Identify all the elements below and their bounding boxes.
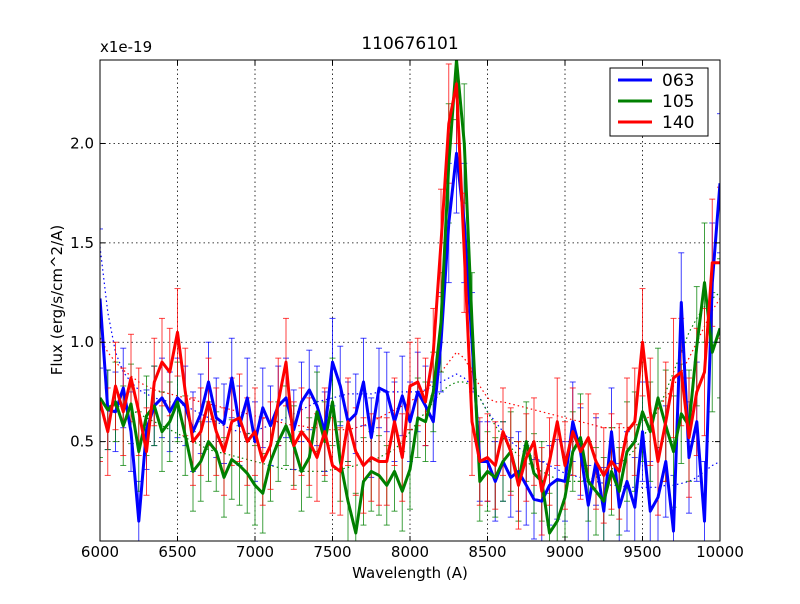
legend-label-063: 063 <box>662 71 694 91</box>
y-axis-label: Flux (erg/s/cm^2/A) <box>48 225 66 376</box>
x-tick-label: 10000 <box>696 543 744 561</box>
y-tick-label: 2.0 <box>70 134 94 152</box>
plot-frame <box>99 59 721 542</box>
x-axis-label: Wavelength (A) <box>352 564 468 582</box>
chart-title: 110676101 <box>361 34 458 54</box>
x-tick-label: 9000 <box>546 543 584 561</box>
series-line-105 <box>100 60 720 535</box>
series-lines <box>100 60 720 535</box>
y-axis-ticks: 0.5 1.0 1.5 2.0 <box>70 134 720 451</box>
x-tick-label: 7500 <box>313 543 351 561</box>
x-tick-label: 9500 <box>623 543 661 561</box>
y-tick-label: 1.0 <box>70 333 94 351</box>
y-tick-label: 0.5 <box>70 433 94 451</box>
x-tick-label: 6500 <box>158 543 196 561</box>
legend-label-105: 105 <box>662 92 694 112</box>
series-line-140 <box>100 82 720 493</box>
x-tick-label: 8500 <box>468 543 506 561</box>
y-offset-text: x1e-19 <box>100 38 152 56</box>
legend-label-140: 140 <box>662 113 694 133</box>
model-line-063-model <box>100 246 720 488</box>
x-tick-label: 6000 <box>81 543 119 561</box>
x-tick-label: 7000 <box>236 543 274 561</box>
x-axis-ticks: 6000 6500 7000 7500 8000 8500 9000 9500 10000 <box>81 60 744 561</box>
model-line-105-model <box>100 292 720 482</box>
y-tick-label: 1.5 <box>70 234 94 252</box>
x-tick-label: 8000 <box>391 543 429 561</box>
